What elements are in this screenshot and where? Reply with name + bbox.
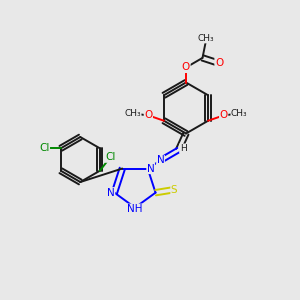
Text: CH₃: CH₃: [198, 34, 214, 43]
Text: Cl: Cl: [39, 143, 50, 153]
Text: NH: NH: [127, 204, 143, 214]
Text: Cl: Cl: [105, 152, 116, 162]
Text: O: O: [144, 110, 152, 120]
Text: O: O: [182, 62, 190, 73]
Text: O: O: [220, 110, 228, 120]
Text: S: S: [171, 185, 178, 195]
Text: H: H: [180, 144, 186, 153]
Text: N: N: [107, 188, 115, 198]
Text: N: N: [147, 164, 154, 173]
Text: N: N: [157, 155, 164, 166]
Text: CH₃: CH₃: [231, 109, 247, 118]
Text: CH₃: CH₃: [124, 109, 141, 118]
Text: O: O: [215, 58, 223, 68]
